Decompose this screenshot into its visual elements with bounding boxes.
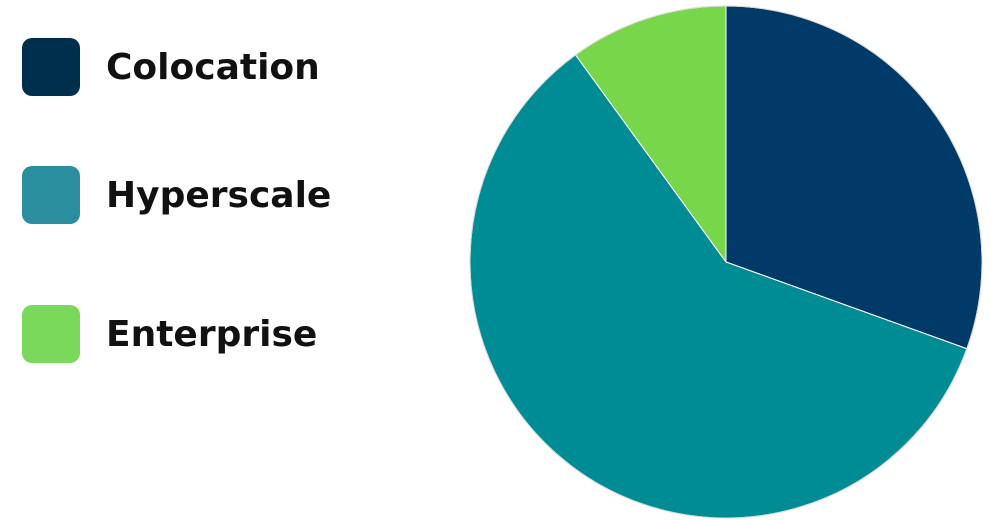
legend-item-enterprise: Enterprise — [22, 304, 317, 364]
legend-item-colocation: Colocation — [22, 37, 320, 97]
legend-swatch-hyperscale — [22, 166, 80, 224]
legend-label-hyperscale: Hyperscale — [106, 174, 332, 216]
legend-label-enterprise: Enterprise — [106, 313, 318, 355]
legend-label-colocation: Colocation — [106, 46, 320, 88]
pie-chart-area — [440, 0, 999, 520]
legend-swatch-colocation — [22, 38, 80, 96]
pie-outline — [469, 5, 983, 519]
chart-legend: Colocation Hyperscale Enterprise — [0, 0, 420, 520]
legend-swatch-enterprise — [22, 305, 80, 363]
pie-chart — [469, 5, 983, 519]
legend-item-hyperscale: Hyperscale — [22, 165, 331, 225]
